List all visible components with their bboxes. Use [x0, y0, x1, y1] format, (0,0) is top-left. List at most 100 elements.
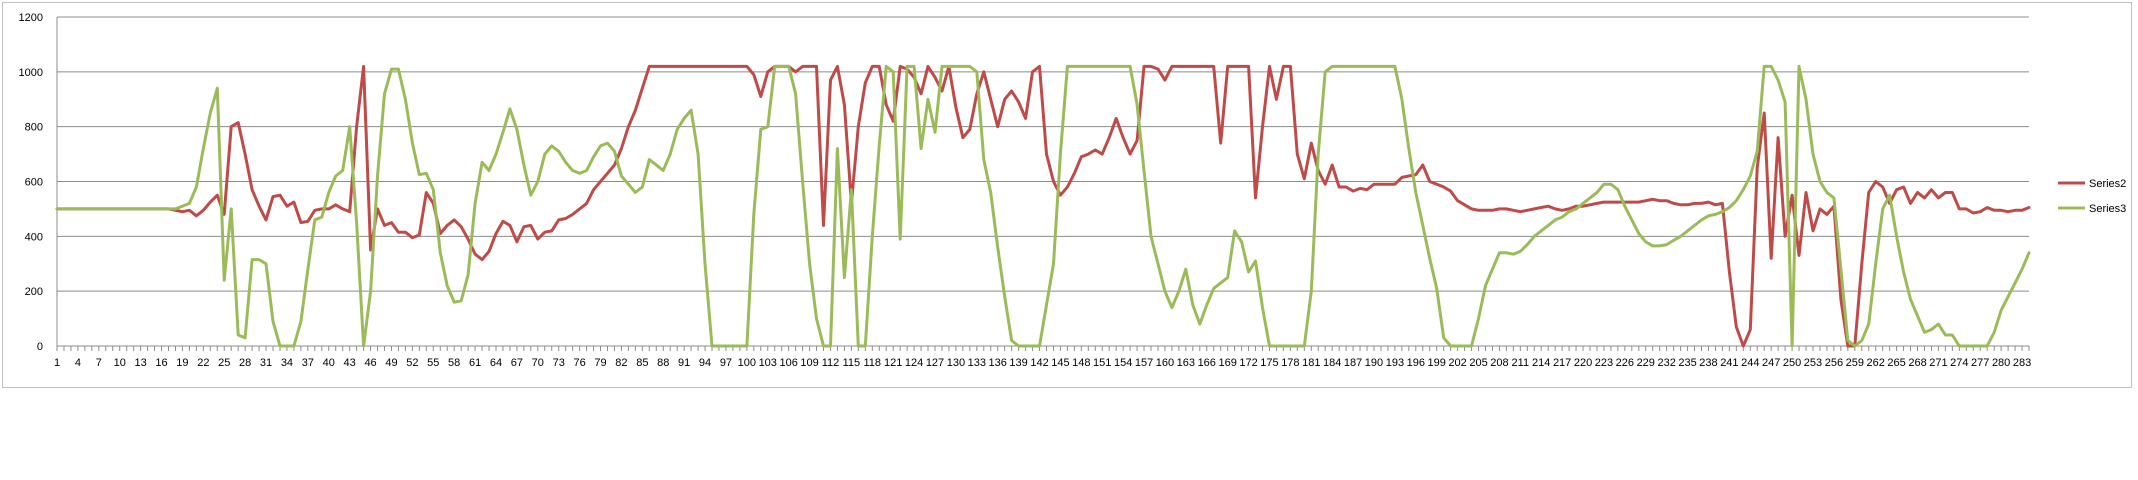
x-tick-label: 88 — [657, 357, 669, 369]
x-tick-label: 280 — [1992, 357, 2010, 369]
x-tick-label: 175 — [1260, 357, 1278, 369]
x-tick-label: 202 — [1448, 357, 1466, 369]
x-tick-label: 196 — [1407, 357, 1425, 369]
x-tick-label: 199 — [1428, 357, 1446, 369]
x-tick-label: 184 — [1323, 357, 1341, 369]
legend-label-series3: Series3 — [2089, 203, 2126, 215]
x-tick-label: 205 — [1469, 357, 1487, 369]
series-line-series3 — [55, 64, 2031, 348]
x-tick-label: 265 — [1887, 357, 1905, 369]
x-tick-label: 100 — [738, 357, 756, 369]
x-tick-label: 154 — [1114, 357, 1132, 369]
x-tick-label: 94 — [699, 357, 711, 369]
legend-label-series2: Series2 — [2089, 178, 2126, 190]
x-tick-label: 70 — [532, 357, 544, 369]
x-tick-label: 217 — [1553, 357, 1571, 369]
x-tick-label: 46 — [364, 357, 376, 369]
x-tick-label: 103 — [759, 357, 777, 369]
x-tick-label: 34 — [281, 357, 293, 369]
x-tick-label: 139 — [1009, 357, 1027, 369]
x-tick-label: 262 — [1867, 357, 1885, 369]
x-tick-label: 40 — [323, 357, 335, 369]
x-tick-label: 49 — [385, 357, 397, 369]
y-tick-label: 800 — [25, 122, 43, 134]
x-tick-label: 10 — [114, 357, 126, 369]
x-tick-label: 67 — [511, 357, 523, 369]
x-tick-label: 112 — [822, 357, 840, 369]
x-tick-label: 133 — [968, 357, 986, 369]
gridlines — [57, 16, 2029, 292]
x-tick-label: 241 — [1720, 357, 1738, 369]
x-tick-label: 130 — [947, 357, 965, 369]
y-tick-label: 600 — [25, 177, 43, 189]
x-tick-label: 73 — [553, 357, 565, 369]
x-tick-label: 58 — [448, 357, 460, 369]
x-tick-label: 259 — [1846, 357, 1864, 369]
x-tick-label: 4 — [75, 357, 81, 369]
x-tick-label: 283 — [2013, 357, 2031, 369]
x-tick-label: 76 — [573, 357, 585, 369]
x-tick-label: 226 — [1616, 357, 1634, 369]
x-tick-label: 91 — [678, 357, 690, 369]
x-tick-label: 79 — [594, 357, 606, 369]
x-tick-label: 181 — [1302, 357, 1320, 369]
x-tick-label: 115 — [843, 357, 861, 369]
x-tick-label: 1 — [54, 357, 60, 369]
x-tick-label: 121 — [884, 357, 902, 369]
series-line-series2 — [55, 64, 2031, 348]
x-tick-label: 28 — [239, 357, 251, 369]
x-tick-label: 22 — [197, 357, 209, 369]
chart-frame: 0 200 400 600 800 1000 1200 1 4 7 10 13 16 19 22 25 28 3… — [2, 2, 2132, 388]
x-tick-label: 61 — [469, 357, 481, 369]
x-tick-label: 220 — [1574, 357, 1592, 369]
x-tick-label: 178 — [1281, 357, 1299, 369]
x-tick-label: 244 — [1741, 357, 1759, 369]
x-axis-tick-labels: 1 4 7 10 13 16 19 22 25 28 31 34 37 40 43 46 49 52 55 58 61 6… — [54, 357, 2031, 369]
x-tick-label: 64 — [490, 357, 502, 369]
x-tick-label: 160 — [1156, 357, 1174, 369]
x-tick-label: 19 — [176, 357, 188, 369]
series-lines — [55, 64, 2031, 348]
x-tick-label: 247 — [1762, 357, 1780, 369]
x-tick-label: 118 — [864, 357, 882, 369]
x-tick-label: 136 — [989, 357, 1007, 369]
x-tick-label: 142 — [1030, 357, 1048, 369]
x-tick-label: 31 — [260, 357, 272, 369]
x-tick-label: 250 — [1783, 357, 1801, 369]
x-tick-label: 16 — [155, 357, 167, 369]
x-tick-label: 25 — [218, 357, 230, 369]
x-tick-label: 163 — [1177, 357, 1195, 369]
x-tick-label: 145 — [1051, 357, 1069, 369]
x-tick-label: 187 — [1344, 357, 1362, 369]
x-tick-label: 277 — [1971, 357, 1989, 369]
x-tick-label: 223 — [1595, 357, 1613, 369]
x-tick-label: 166 — [1198, 357, 1216, 369]
x-tick-label: 157 — [1135, 357, 1153, 369]
x-tick-label: 229 — [1637, 357, 1655, 369]
x-tick-label: 82 — [615, 357, 627, 369]
y-tick-label: 200 — [25, 286, 43, 298]
x-tick-label: 55 — [427, 357, 439, 369]
x-tick-label: 214 — [1532, 357, 1550, 369]
x-tick-label: 208 — [1490, 357, 1508, 369]
x-tick-label: 13 — [134, 357, 146, 369]
x-tick-label: 274 — [1950, 357, 1968, 369]
legend: Series2 Series3 — [2058, 178, 2126, 215]
x-tick-label: 43 — [344, 357, 356, 369]
x-tick-label: 151 — [1093, 357, 1111, 369]
x-tick-label: 193 — [1386, 357, 1404, 369]
x-tick-label: 190 — [1365, 357, 1383, 369]
x-tick-label: 235 — [1678, 357, 1696, 369]
y-tick-label: 1000 — [19, 67, 43, 79]
x-tick-label: 256 — [1825, 357, 1843, 369]
x-tick-label: 37 — [302, 357, 314, 369]
y-axis-tick-labels: 0 200 400 600 800 1000 1200 — [19, 12, 43, 353]
x-tick-label: 148 — [1072, 357, 1090, 369]
x-tick-label: 52 — [406, 357, 418, 369]
x-tick-label: 109 — [800, 357, 818, 369]
x-tick-label: 106 — [779, 357, 797, 369]
x-tick-label: 7 — [96, 357, 102, 369]
x-tick-label: 271 — [1929, 357, 1947, 369]
x-tick-label: 85 — [636, 357, 648, 369]
y-tick-label: 400 — [25, 231, 43, 243]
